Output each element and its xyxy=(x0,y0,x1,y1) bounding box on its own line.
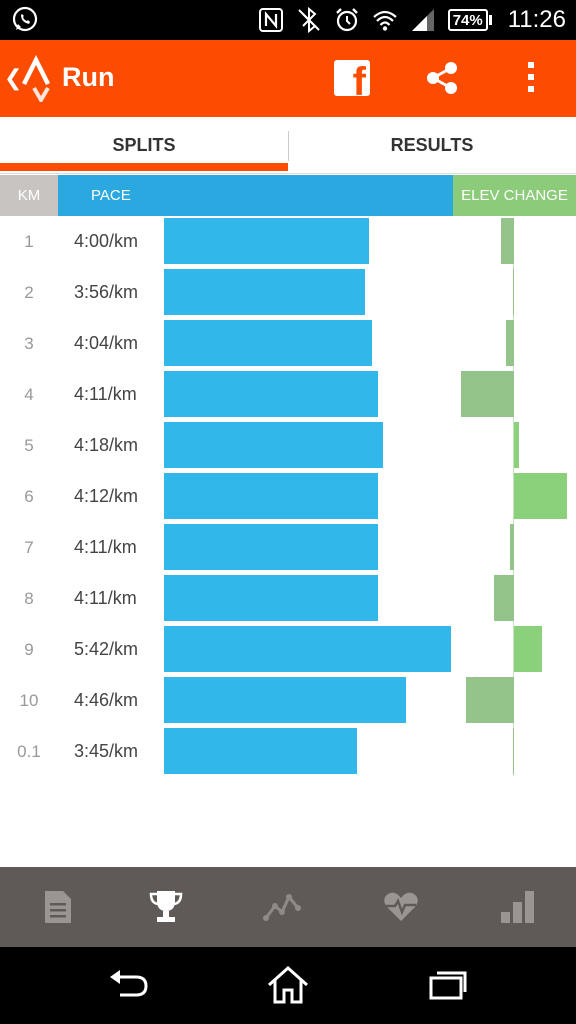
split-km: 0.1 xyxy=(17,742,41,761)
split-row: 2 3:56/km xyxy=(0,267,576,318)
split-row: 8 4:11/km xyxy=(0,573,576,624)
pace-bar xyxy=(164,575,378,621)
share-icon[interactable] xyxy=(424,60,460,96)
tab-divider xyxy=(288,131,289,161)
split-pace: 3:45/km xyxy=(74,741,139,761)
elev-change-bar xyxy=(514,626,542,672)
split-km: 4 xyxy=(24,385,34,404)
split-pace: 4:04/km xyxy=(74,333,139,353)
pace-bar xyxy=(164,269,365,315)
bar-chart-icon xyxy=(500,891,534,923)
split-km: 2 xyxy=(24,283,34,302)
alarm-icon xyxy=(335,8,358,32)
signal-icon xyxy=(411,9,434,31)
tab-results[interactable]: RESULTS xyxy=(390,135,474,155)
activity-graph-icon xyxy=(262,894,301,921)
pace-bar xyxy=(164,728,357,774)
pace-bar xyxy=(164,524,378,570)
split-pace: 4:46/km xyxy=(74,690,139,710)
split-row: 0.1 3:45/km xyxy=(0,726,576,777)
split-row: 9 5:42/km xyxy=(0,624,576,675)
nav-item-stats[interactable] xyxy=(460,867,575,947)
battery-indicator: 74% xyxy=(447,9,492,31)
split-pace: 3:56/km xyxy=(74,282,139,302)
split-km: 10 xyxy=(19,691,39,710)
facebook-share-icon[interactable]: f xyxy=(334,60,370,96)
pace-bar xyxy=(164,677,406,723)
recents-icon[interactable] xyxy=(428,969,468,1001)
system-navigation-bar xyxy=(0,947,576,1024)
split-pace: 4:11/km xyxy=(74,384,137,404)
overflow-menu-icon[interactable] xyxy=(528,62,534,98)
pace-bar xyxy=(164,422,383,468)
heart-rate-icon xyxy=(383,892,418,921)
nav-item-analysis[interactable] xyxy=(225,867,340,947)
battery-level: 74% xyxy=(452,11,483,29)
nav-item-splits[interactable] xyxy=(108,867,223,947)
pace-bar xyxy=(164,218,369,264)
elev-change-bar xyxy=(513,728,514,774)
pace-bar xyxy=(164,473,378,519)
app-bar: ❮ Run f xyxy=(0,40,576,117)
elev-change-column-header: ELEV CHANGE xyxy=(453,175,576,216)
split-km: 1 xyxy=(24,232,34,251)
bottom-navigation xyxy=(0,867,576,947)
home-icon[interactable] xyxy=(266,965,310,1005)
km-column-header: KM xyxy=(0,175,58,216)
pace-bar xyxy=(164,371,378,417)
split-row: 6 4:12/km xyxy=(0,471,576,522)
split-row: 1 4:00/km xyxy=(0,216,576,267)
elev-change-bar xyxy=(501,218,514,264)
split-km: 9 xyxy=(24,640,34,659)
elev-change-bar xyxy=(513,269,514,315)
elev-change-bar xyxy=(461,371,514,417)
split-pace: 4:11/km xyxy=(74,588,137,608)
nfc-icon xyxy=(258,8,283,32)
active-tab-indicator xyxy=(0,163,288,171)
nav-item-heart-rate[interactable] xyxy=(343,867,458,947)
trophy-icon xyxy=(149,891,182,922)
up-navigation-icon[interactable]: ❮ xyxy=(4,66,23,91)
split-row: 3 4:04/km xyxy=(0,318,576,369)
split-pace: 5:42/km xyxy=(74,639,139,659)
split-km: 7 xyxy=(24,538,34,557)
elev-change-bar xyxy=(514,422,519,468)
strava-logo-icon[interactable] xyxy=(16,54,56,102)
tab-bar: SPLITS RESULTS xyxy=(0,117,576,174)
clock: 11:26 xyxy=(507,6,566,33)
elev-change-bar xyxy=(510,524,514,570)
split-km: 3 xyxy=(24,334,34,353)
back-icon[interactable] xyxy=(106,969,150,1001)
nav-item-details[interactable] xyxy=(0,867,115,947)
elev-change-bar xyxy=(514,473,567,519)
split-pace: 4:11/km xyxy=(74,537,137,557)
split-row: 7 4:11/km xyxy=(0,522,576,573)
split-pace: 4:12/km xyxy=(74,486,139,506)
whatsapp-icon xyxy=(12,6,38,32)
split-km: 8 xyxy=(24,589,34,608)
elev-change-bar xyxy=(466,677,514,723)
split-km: 6 xyxy=(24,487,34,506)
elev-zero-axis xyxy=(513,218,514,776)
status-bar: 74% 11:26 xyxy=(0,0,576,40)
pace-bar xyxy=(164,626,451,672)
document-icon xyxy=(44,891,71,923)
bluetooth-off-icon xyxy=(297,7,320,33)
pace-bar xyxy=(164,320,372,366)
splits-list: 1 4:00/km 2 3:56/km 3 4:04/km 4 4:11/km 5 4:18/km… xyxy=(0,216,576,866)
pace-column-header: PACE xyxy=(58,175,453,216)
split-row: 4 4:11/km xyxy=(0,369,576,420)
split-km: 5 xyxy=(24,436,34,455)
elev-change-bar xyxy=(494,575,514,621)
split-row: 5 4:18/km xyxy=(0,420,576,471)
page-title: Run xyxy=(62,62,115,92)
elev-change-bar xyxy=(506,320,514,366)
tab-splits[interactable]: SPLITS xyxy=(112,135,176,155)
wifi-icon xyxy=(372,10,397,31)
split-pace: 4:00/km xyxy=(74,231,139,251)
split-row: 10 4:46/km xyxy=(0,675,576,726)
split-pace: 4:18/km xyxy=(74,435,139,455)
